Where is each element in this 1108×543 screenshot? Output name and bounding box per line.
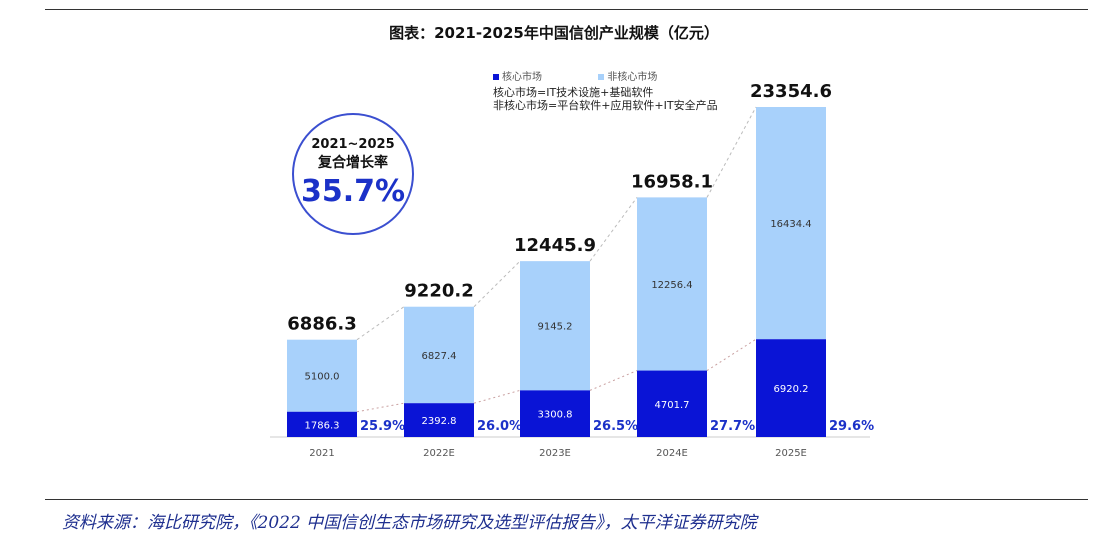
cagr-period: 2021~2025: [311, 137, 395, 152]
trend-line-core: [473, 389, 521, 404]
bar-noncore: [637, 197, 707, 371]
bar-noncore: [756, 107, 826, 340]
bar-core: [637, 370, 707, 437]
bar-noncore: [287, 339, 357, 412]
noncore-value-label: 9145.2: [538, 322, 573, 333]
definition-notes: 核心市场=IT技术设施+基础软件 非核心市场=平台软件+应用软件+IT安全产品: [493, 86, 718, 112]
total-label: 6886.3: [287, 314, 356, 335]
bar-core: [756, 339, 826, 437]
total-label: 16958.1: [631, 171, 713, 192]
trend-line-total: [356, 306, 405, 341]
bar-core: [520, 390, 590, 437]
cagr-badge: 2021~2025 复合增长率 35.7%: [292, 113, 414, 235]
bar-noncore: [520, 261, 590, 391]
x-tick-label: 2021: [309, 448, 334, 459]
x-tick-label: 2025E: [775, 448, 807, 459]
bottom-rule: [45, 499, 1088, 500]
bar-core: [287, 411, 357, 437]
noncore-value-label: 16434.4: [770, 219, 811, 230]
trend-line-core: [589, 370, 638, 391]
noncore-value-label: 6827.4: [422, 351, 457, 362]
legend: 核心市场 非核心市场: [493, 68, 657, 83]
core-share-label: 27.7%: [710, 419, 755, 434]
total-label: 9220.2: [404, 281, 473, 302]
core-value-label: 3300.8: [538, 410, 573, 421]
x-tick-label: 2024E: [656, 448, 688, 459]
trend-line-total: [589, 197, 638, 262]
cagr-value: 35.7%: [300, 174, 406, 209]
core-share-label: 26.0%: [477, 419, 522, 434]
total-label: 12445.9: [514, 235, 596, 256]
core-value-label: 2392.8: [422, 416, 457, 427]
legend-label-noncore: 非核心市场: [607, 72, 658, 83]
stacked-bar-chart: 1786.3 5100.0 6886.3 25.9% 2021 2392.8 6827.4 9…: [270, 81, 874, 459]
source-note: 资料来源：海比研究院，《2022 中国信创生态市场研究及选型评估报告》，太平洋证…: [62, 513, 757, 533]
core-share-label: 25.9%: [360, 419, 405, 434]
trend-line-total: [473, 260, 521, 308]
chart-title: 图表：2021-2025年中国信创产业规模（亿元）: [389, 24, 719, 42]
core-share-label: 29.6%: [829, 419, 874, 434]
top-rule: [45, 9, 1088, 10]
core-value-label: 6920.2: [774, 384, 809, 395]
cagr-label: 复合增长率: [318, 155, 388, 171]
trend-line-total: [706, 106, 757, 198]
note-noncore: 非核心市场=平台软件+应用软件+IT安全产品: [493, 99, 718, 112]
bar-core: [404, 403, 474, 437]
legend-swatch-noncore: [598, 74, 605, 80]
legend-swatch-core: [493, 74, 499, 80]
noncore-value-label: 12256.4: [651, 280, 692, 291]
x-tick-label: 2022E: [423, 448, 455, 459]
core-value-label: 4701.7: [655, 400, 690, 411]
bar-noncore: [404, 306, 474, 404]
trend-line-core: [356, 402, 405, 413]
note-core: 核心市场=IT技术设施+基础软件: [493, 86, 654, 99]
core-value-label: 1786.3: [305, 420, 340, 431]
core-share-label: 26.5%: [593, 419, 638, 434]
total-label: 23354.6: [750, 81, 832, 102]
trend-line-core: [706, 338, 757, 371]
noncore-value-label: 5100.0: [305, 372, 340, 383]
legend-label-core: 核心市场: [502, 72, 542, 83]
x-tick-label: 2023E: [539, 448, 571, 459]
